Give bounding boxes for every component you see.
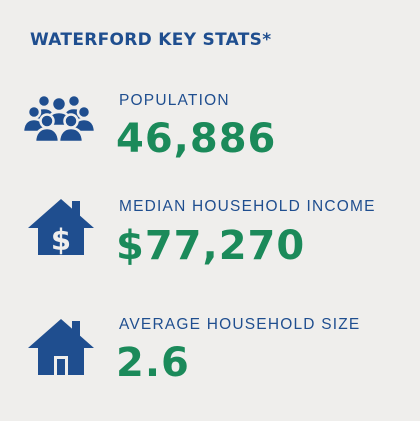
stat-value: 46,886 xyxy=(116,116,277,162)
people-group-icon xyxy=(24,93,94,143)
page-title: WATERFORD KEY STATS* xyxy=(30,30,272,50)
stat-median-household-income: $ MEDIAN HOUSEHOLD INCOME $77,270 xyxy=(0,194,420,294)
stat-value: $77,270 xyxy=(116,223,306,269)
svg-text:$: $ xyxy=(51,223,71,257)
stat-label: POPULATION xyxy=(119,92,230,109)
stat-average-household-size: AVERAGE HOUSEHOLD SIZE 2.6 xyxy=(0,312,420,412)
stat-label: MEDIAN HOUSEHOLD INCOME xyxy=(119,198,376,215)
house-icon xyxy=(28,319,94,375)
stat-population: POPULATION 46,886 xyxy=(0,88,420,188)
stat-value: 2.6 xyxy=(116,340,190,386)
stat-label: AVERAGE HOUSEHOLD SIZE xyxy=(119,316,361,333)
house-dollar-icon: $ xyxy=(28,199,94,257)
